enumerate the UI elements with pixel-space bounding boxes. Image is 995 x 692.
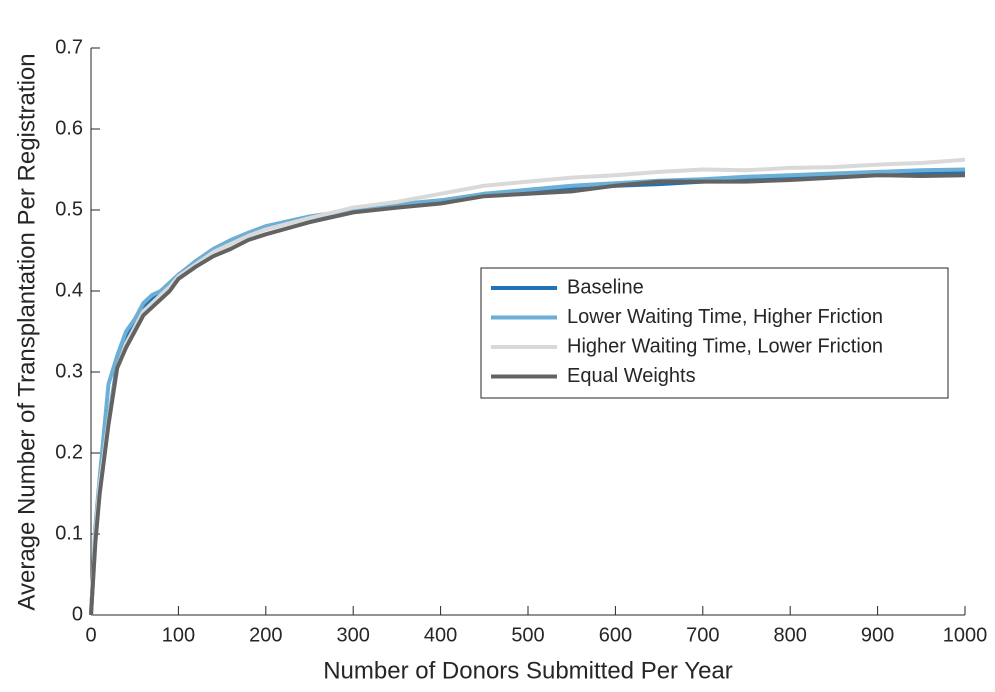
y-tick-label: 0.6 <box>55 117 83 139</box>
x-tick-label: 1000 <box>943 624 988 646</box>
x-tick-label: 0 <box>85 624 96 646</box>
x-tick-label: 100 <box>162 624 195 646</box>
x-axis-label: Number of Donors Submitted Per Year <box>323 657 733 684</box>
x-tick-label: 600 <box>599 624 632 646</box>
x-tick-label: 500 <box>511 624 544 646</box>
x-tick-label: 700 <box>686 624 719 646</box>
legend-box <box>480 267 949 399</box>
x-tick-label: 400 <box>424 624 457 646</box>
y-tick-label: 0.4 <box>55 279 83 301</box>
y-tick-label: 0.5 <box>55 198 83 220</box>
legend-label: Baseline <box>567 276 644 298</box>
legend-label: Lower Waiting Time, Higher Friction <box>567 306 883 328</box>
y-tick-label: 0.7 <box>55 36 83 58</box>
legend-label: Equal Weights <box>567 365 696 387</box>
x-tick-label: 200 <box>249 624 282 646</box>
x-tick-label: 300 <box>337 624 370 646</box>
y-tick-label: 0.2 <box>55 441 83 463</box>
x-tick-label: 900 <box>861 624 894 646</box>
y-tick-label: 0 <box>72 603 83 625</box>
y-tick-label: 0.3 <box>55 360 83 382</box>
legend-label: Higher Waiting Time, Lower Friction <box>567 335 883 357</box>
y-axis-label: Average Number of Transplantation Per Re… <box>13 53 40 610</box>
series-line <box>89 167 966 616</box>
x-tick-label: 800 <box>774 624 807 646</box>
series-line <box>89 173 966 616</box>
y-tick-label: 0.1 <box>55 522 83 544</box>
